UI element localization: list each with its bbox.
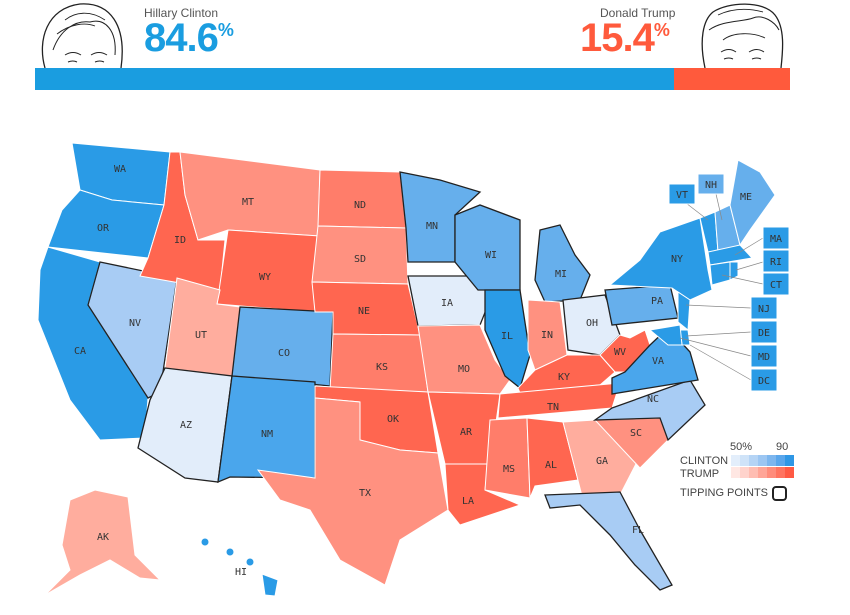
label-OK: OK: [387, 414, 399, 425]
trump-name: Donald Trump: [600, 6, 676, 20]
state-AL[interactable]: [526, 417, 579, 499]
clinton-percentage: 84.6%: [144, 16, 234, 60]
svg-text:DC: DC: [758, 376, 770, 387]
label-MO: MO: [458, 364, 470, 375]
win-probability-bar: [35, 68, 790, 90]
label-NM: NM: [261, 429, 273, 440]
clinton-bar-segment: [35, 68, 674, 90]
label-IL: IL: [501, 331, 513, 342]
label-OR: OR: [97, 223, 110, 234]
state-MI[interactable]: [534, 224, 591, 303]
state-RI[interactable]: [729, 261, 739, 281]
callout-DC[interactable]: DC: [750, 368, 778, 392]
label-AZ: AZ: [180, 420, 192, 431]
label-MS: MS: [503, 464, 515, 475]
legend-pct-low: 50%: [730, 441, 753, 453]
legend-trump-label: TRUMP: [680, 468, 720, 480]
svg-text:CT: CT: [770, 280, 782, 291]
svg-text:MD: MD: [758, 352, 770, 363]
label-WY: WY: [259, 272, 271, 283]
callout-RI[interactable]: RI: [762, 249, 790, 273]
callout-NH[interactable]: NH: [697, 173, 725, 195]
label-NC: NC: [647, 394, 659, 405]
state-WV[interactable]: [599, 329, 651, 373]
state-AK[interactable]: [44, 489, 162, 596]
legend-tipping-label: TIPPING POINTS: [680, 487, 769, 499]
state-MD[interactable]: [648, 324, 683, 346]
state-MS[interactable]: [484, 417, 531, 499]
label-CO: CO: [278, 348, 290, 359]
label-NE: NE: [358, 306, 370, 317]
state-WY[interactable]: [216, 229, 321, 313]
label-IN: IN: [541, 330, 553, 341]
label-OH: OH: [586, 318, 598, 329]
legend-clinton-scale: [731, 455, 794, 466]
label-SC: SC: [630, 428, 642, 439]
label-PA: PA: [651, 296, 663, 307]
label-FL: FL: [632, 525, 644, 536]
state-ND[interactable]: [317, 169, 407, 229]
label-MT: MT: [242, 197, 254, 208]
state-MA[interactable]: [707, 244, 753, 266]
svg-text:DE: DE: [758, 328, 770, 339]
label-GA: GA: [596, 456, 608, 467]
label-UT: UT: [195, 330, 207, 341]
callout-CT[interactable]: CT: [762, 272, 790, 296]
svg-text:NH: NH: [705, 180, 717, 191]
label-MI: MI: [555, 269, 567, 280]
label-KY: KY: [558, 372, 570, 383]
state-FL[interactable]: [544, 491, 673, 591]
state-PA[interactable]: [604, 284, 679, 326]
callout-DE[interactable]: DE: [750, 320, 778, 344]
label-NY: NY: [671, 254, 683, 265]
trump-percentage: 15.4%: [580, 16, 670, 60]
label-TN: TN: [547, 402, 559, 413]
label-TX: TX: [359, 488, 371, 499]
state-GA[interactable]: [562, 419, 639, 497]
callout-MA[interactable]: MA: [762, 226, 790, 250]
label-WV: WV: [614, 347, 626, 358]
label-SD: SD: [354, 254, 366, 265]
state-NY[interactable]: [608, 217, 713, 301]
callout-MD[interactable]: MD: [750, 344, 778, 368]
label-HI: HI: [235, 567, 247, 578]
label-WA: WA: [114, 164, 126, 175]
label-ID: ID: [174, 235, 186, 246]
label-MN: MN: [426, 221, 438, 232]
label-AK: AK: [97, 532, 109, 543]
state-TX[interactable]: [256, 397, 449, 586]
state-HI[interactable]: [200, 537, 279, 597]
legend-pct-high: 90: [776, 441, 789, 453]
tipping-point-swatch: [772, 486, 787, 501]
label-VA: VA: [652, 356, 664, 367]
state-CO[interactable]: [231, 306, 334, 387]
legend-clinton-label: CLINTON: [680, 455, 729, 467]
clinton-name: Hillary Clinton: [144, 6, 219, 20]
svg-text:MA: MA: [770, 234, 782, 245]
label-WI: WI: [485, 250, 497, 261]
label-AR: AR: [460, 427, 473, 438]
state-CT[interactable]: [709, 261, 731, 286]
legend-trump-scale: [731, 467, 794, 478]
label-ME: ME: [740, 192, 752, 203]
label-LA: LA: [462, 496, 474, 507]
label-IA: IA: [441, 298, 453, 309]
trump-portrait-icon: [701, 3, 784, 68]
clinton-portrait-icon: [41, 3, 123, 68]
label-KS: KS: [376, 362, 388, 373]
callout-VT[interactable]: VT: [668, 183, 696, 205]
label-CA: CA: [74, 346, 86, 357]
label-NV: NV: [129, 318, 141, 329]
label-ND: ND: [354, 200, 366, 211]
svg-text:RI: RI: [770, 257, 782, 268]
label-AL: AL: [545, 460, 557, 471]
state-MT[interactable]: [179, 151, 321, 241]
callout-NJ[interactable]: NJ: [750, 296, 778, 320]
svg-text:VT: VT: [676, 190, 688, 201]
svg-text:NJ: NJ: [758, 304, 770, 315]
trump-bar-segment: [673, 68, 790, 90]
